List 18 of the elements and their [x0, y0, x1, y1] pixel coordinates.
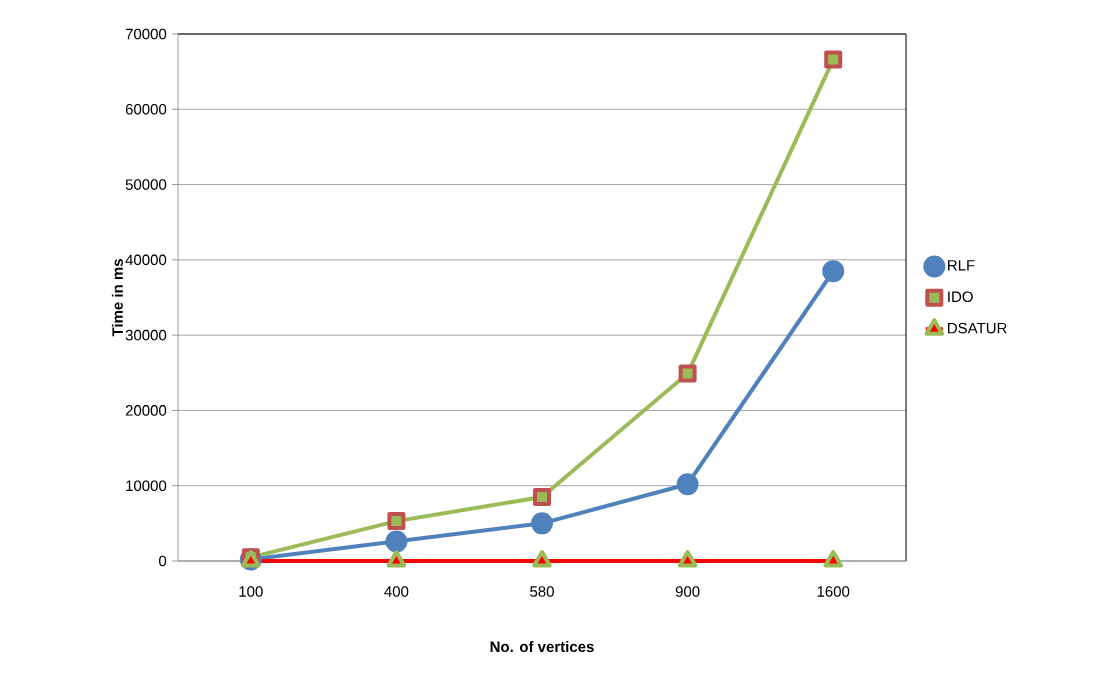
legend-label: IDO [948, 291, 973, 303]
y-tick-label: 10000 [126, 480, 167, 492]
x-tick-label: 100 [239, 586, 263, 597]
y-tick-label: 20000 [125, 405, 167, 416]
legend-label: RLF [948, 260, 975, 271]
y-tick-label: 50000 [125, 179, 167, 190]
y-tick-label: 70000 [125, 28, 167, 40]
y-tick-label: 60000 [125, 103, 167, 115]
x-tick-label: 1600 [817, 586, 850, 597]
x-axis-title: No. of vertices [490, 641, 594, 653]
x-tick-label: 400 [384, 586, 409, 597]
legend-label: DSATUR [948, 322, 1007, 334]
y-tick-label: 0 [159, 555, 167, 567]
y-tick-label: 30000 [125, 329, 167, 341]
y-tick-label: 40000 [125, 254, 167, 266]
y-axis-title: Time in ms [111, 259, 123, 337]
x-tick-label: 900 [675, 586, 700, 597]
x-tick-label: 580 [530, 586, 554, 597]
